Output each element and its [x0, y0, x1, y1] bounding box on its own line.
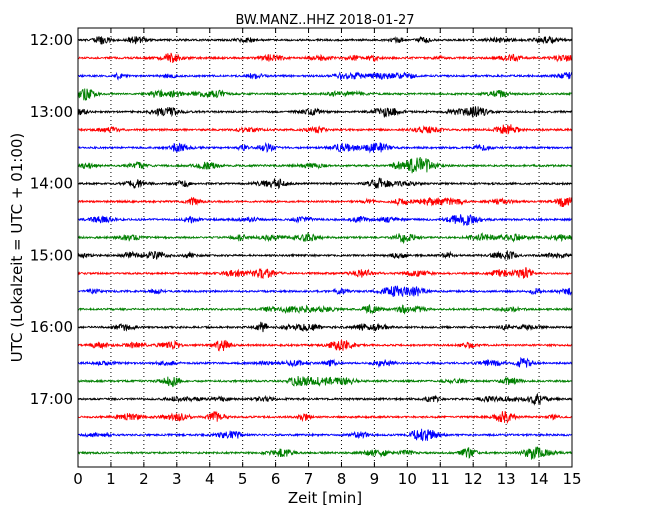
x-tick-label: 12: [464, 470, 483, 488]
trace-line: [77, 196, 573, 208]
x-tick-label: 4: [205, 470, 215, 488]
trace-line: [77, 321, 573, 333]
traces: [77, 35, 573, 460]
x-tick-label: 0: [73, 470, 83, 488]
trace-line: [77, 177, 573, 190]
x-tick-label: 6: [271, 470, 281, 488]
x-tick-label: 3: [172, 470, 182, 488]
y-tick-label: 16:00: [30, 318, 73, 336]
y-axis-title: UTC (Lokalzeit = UTC + 01:00): [8, 133, 26, 363]
y-tick-label: 15:00: [30, 246, 73, 264]
y-tick-label: 12:00: [30, 31, 73, 49]
trace-line: [77, 267, 573, 280]
y-tick-label: 14:00: [30, 175, 73, 193]
trace-line: [77, 106, 573, 119]
x-tick-label: 9: [370, 470, 380, 488]
plot-frame: [77, 27, 573, 468]
trace-line: [77, 446, 573, 460]
trace-line: [77, 376, 573, 388]
y-tick-label: 13:00: [30, 103, 73, 121]
trace-line: [77, 392, 573, 406]
trace-line: [77, 214, 573, 226]
x-tick-label: 13: [497, 470, 516, 488]
x-tick-label: 8: [337, 470, 347, 488]
x-tick-label: 10: [398, 470, 417, 488]
trace-line: [77, 88, 573, 101]
trace-line: [77, 410, 573, 425]
x-tick-label: 15: [562, 470, 581, 488]
x-tick-label: 2: [139, 470, 149, 488]
x-tick-label: 1: [106, 470, 116, 488]
chart-title: BW.MANZ..HHZ 2018-01-27: [235, 13, 414, 28]
trace-line: [77, 250, 573, 260]
trace-line: [77, 156, 573, 174]
x-tick-label: 7: [304, 470, 314, 488]
ticks: 0 1 2 3 4 5 6 7 8 9 10 11 12 13 14 1512:0013:0014:0015:…: [30, 28, 582, 488]
trace-line: [77, 71, 573, 81]
x-tick-label: 14: [530, 470, 549, 488]
x-axis-title: Zeit [min]: [288, 489, 362, 507]
trace-line: [77, 231, 573, 245]
x-tick-label: 5: [238, 470, 248, 488]
trace-line: [77, 52, 573, 64]
trace-line: [77, 124, 573, 135]
trace-line: [77, 356, 573, 369]
trace-line: [77, 428, 573, 442]
trace-line: [77, 285, 573, 298]
x-tick-label: 11: [431, 470, 450, 488]
trace-line: [77, 303, 573, 315]
trace-line: [77, 35, 573, 45]
trace-line: [77, 338, 573, 352]
trace-line: [77, 141, 573, 154]
y-tick-label: 17:00: [30, 390, 73, 408]
